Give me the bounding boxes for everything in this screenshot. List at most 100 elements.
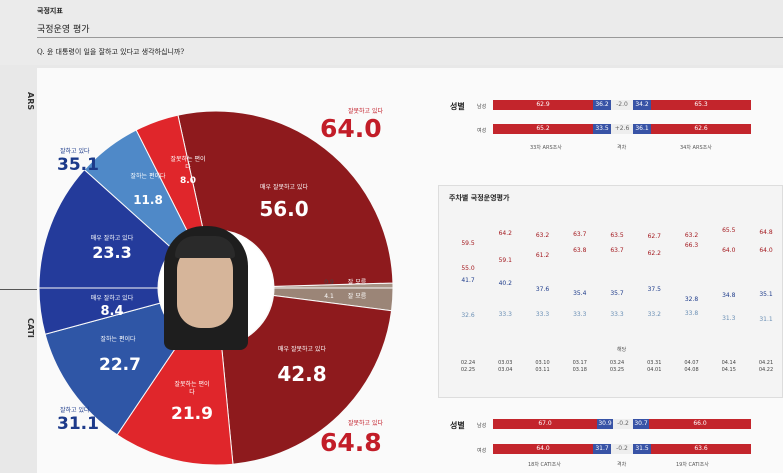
seg-cati-unk-label: 잘 모름	[347, 293, 367, 300]
bar-cati-fdiff: -0.2	[611, 444, 633, 454]
bar-cati-f4: 63.6	[651, 444, 751, 454]
data-label-0-5: 37.5	[647, 286, 661, 294]
gender-ars-male-label: 남성	[477, 104, 487, 110]
data-label-0-6: 32.8	[684, 295, 699, 303]
trend-chart-title: 주차별 국정운영평가	[449, 194, 510, 202]
seg-ars-vneg-value: 56.0	[259, 197, 309, 221]
data-label-0-8: 35.1	[759, 291, 773, 299]
bar-cati-f3: 31.5	[633, 444, 651, 454]
data-label-1-0: 55.0	[461, 265, 475, 273]
seg-ars-unk-value: 0.9	[324, 279, 334, 286]
x-tick-label-7: 04.14 04.15	[721, 360, 736, 373]
data-label-3-3: 63.7	[573, 231, 587, 239]
bar-ars-m2: 36.2	[593, 100, 611, 110]
data-label-1-5: 62.2	[647, 250, 661, 258]
gender-ars-foot-2: 격차	[617, 145, 627, 151]
gender-cati-foot-2: 격차	[617, 462, 627, 468]
data-label-3-6: 63.2	[684, 232, 699, 240]
cati-very-pos-slice	[38, 287, 161, 335]
x-tick-label-8: 04.21 04.22	[758, 360, 774, 373]
data-label-0-7: 34.8	[722, 291, 736, 299]
data-label-3-4: 63.5	[610, 231, 624, 239]
ars-neg-total-label: 잘못하고 있다	[348, 108, 384, 115]
bar-ars-f1: 65.2	[493, 124, 593, 134]
gender-cati-female-label: 여성	[477, 448, 487, 454]
page-title: 국정운영 평가	[37, 25, 90, 35]
divider	[37, 37, 783, 38]
seg-ars-vneg-label: 매우 잘못하고 있다	[260, 184, 308, 191]
side-label-cati: CATI	[26, 318, 35, 338]
side-divider	[0, 289, 37, 290]
data-label-0-0: 41.7	[461, 277, 475, 285]
seg-ars-vpos-label: 매우 잘하고 있다	[90, 235, 134, 242]
bar-cati-m3: 30.7	[633, 419, 649, 429]
data-label-1-8: 64.0	[759, 246, 773, 254]
question-text: Q. 윤 대통령이 일을 잘하고 있다고 생각하십니까?	[37, 48, 185, 56]
seg-ars-neg-value: 8.0	[180, 176, 196, 186]
x-tick-label-6: 04.07 04.08	[684, 360, 699, 373]
ars-very-neg-slice	[177, 110, 394, 287]
bar-cati-mdiff: -0.2	[613, 419, 633, 429]
bar-cati-f1: 64.0	[493, 444, 593, 454]
bar-ars-mdiff: -2.0	[611, 100, 633, 110]
data-label-2-1: 33.3	[498, 310, 512, 318]
data-label-2-4: 33.3	[610, 310, 624, 318]
data-label-3-7: 65.5	[722, 227, 736, 235]
cati-neg-total-value: 64.8	[320, 428, 382, 457]
cati-neg-total-label: 잘못하고 있다	[348, 420, 384, 427]
data-label-2-3: 33.3	[573, 310, 587, 318]
data-label-1-3: 63.8	[573, 246, 587, 254]
seg-cati-vneg-value: 42.8	[277, 362, 327, 386]
portrait-face	[177, 244, 233, 328]
x-tick-label-3: 03.17 03.18	[572, 360, 587, 373]
bar-ars-m3: 34.2	[633, 100, 651, 110]
portrait-hair	[175, 236, 235, 258]
seg-cati-pos-value: 22.7	[99, 355, 141, 375]
cati-pos-total-value: 31.1	[57, 414, 99, 434]
data-label-0-2: 37.6	[535, 285, 550, 293]
data-label-1-2: 61.2	[535, 252, 550, 260]
gender-cati-foot-3: 19차 CATI조사	[676, 462, 709, 468]
seg-ars-vpos-value: 23.3	[92, 243, 132, 262]
bar-cati-m4: 66.0	[649, 419, 751, 429]
bar-ars-f4: 62.6	[651, 124, 751, 134]
x-tick-label-4: 03.24 03.25	[609, 360, 625, 373]
category-label: 국정지표	[37, 7, 63, 15]
data-label-0-3: 35.4	[573, 290, 587, 298]
gender-ars-foot-3: 34차 ARS조사	[680, 145, 712, 151]
seg-cati-unk-value: 4.1	[324, 293, 334, 300]
data-label-2-8: 31.1	[759, 315, 773, 323]
data-label-3-2: 63.2	[535, 232, 550, 240]
data-label-1-6: 66.3	[684, 241, 699, 249]
x-tick-label-1: 03.03 03.04	[498, 360, 513, 373]
data-label-3-0: 59.5	[461, 240, 475, 247]
ars-neg-total-value: 64.0	[320, 114, 382, 143]
bar-ars-f2: 33.5	[593, 124, 611, 134]
ars-pos-total-value: 35.1	[57, 155, 99, 175]
data-label-2-5: 33.2	[647, 311, 661, 319]
trend-chart-box	[438, 185, 783, 398]
gender-cati-male-label: 남성	[477, 423, 487, 429]
data-label-3-1: 64.2	[498, 230, 512, 238]
cati-pos-total-label: 잘하고 있다	[60, 407, 90, 414]
x-tick-label-0: 02.24 02.25	[460, 360, 476, 373]
side-label-ars: ARS	[26, 92, 35, 111]
seg-cati-vneg-label: 매우 잘못하고 있다	[278, 346, 326, 353]
gender-ars-foot-1: 33차 ARS조사	[530, 145, 562, 151]
seg-cati-vpos-label: 매우 잘하고 있다	[90, 295, 134, 302]
seg-cati-vpos-value: 8.4	[100, 304, 124, 319]
bar-ars-f3: 36.1	[633, 124, 651, 134]
data-label-0-1: 40.2	[498, 280, 512, 288]
gender-ars-female-label: 여성	[477, 128, 487, 134]
data-label-0-4: 35.7	[610, 289, 624, 297]
data-label-3-8: 64.8	[759, 228, 773, 236]
bar-ars-m1: 62.9	[493, 100, 593, 110]
data-label-2-0: 32.6	[461, 312, 475, 320]
gender-cati-foot-1: 18차 CATI조사	[528, 462, 561, 468]
header-bar: 국정지표 국정운영 평가 Q. 윤 대통령이 일을 잘하고 있다고 생각하십니까…	[0, 0, 783, 65]
seg-ars-pos-label: 잘하는 편이다	[130, 173, 166, 180]
bar-cati-f2: 31.7	[593, 444, 611, 454]
seg-cati-pos-label: 잘하는 편이다	[100, 336, 136, 343]
seg-cati-neg-label: 잘못하는 편이다	[174, 381, 210, 396]
data-label-3-5: 62.7	[647, 233, 661, 241]
